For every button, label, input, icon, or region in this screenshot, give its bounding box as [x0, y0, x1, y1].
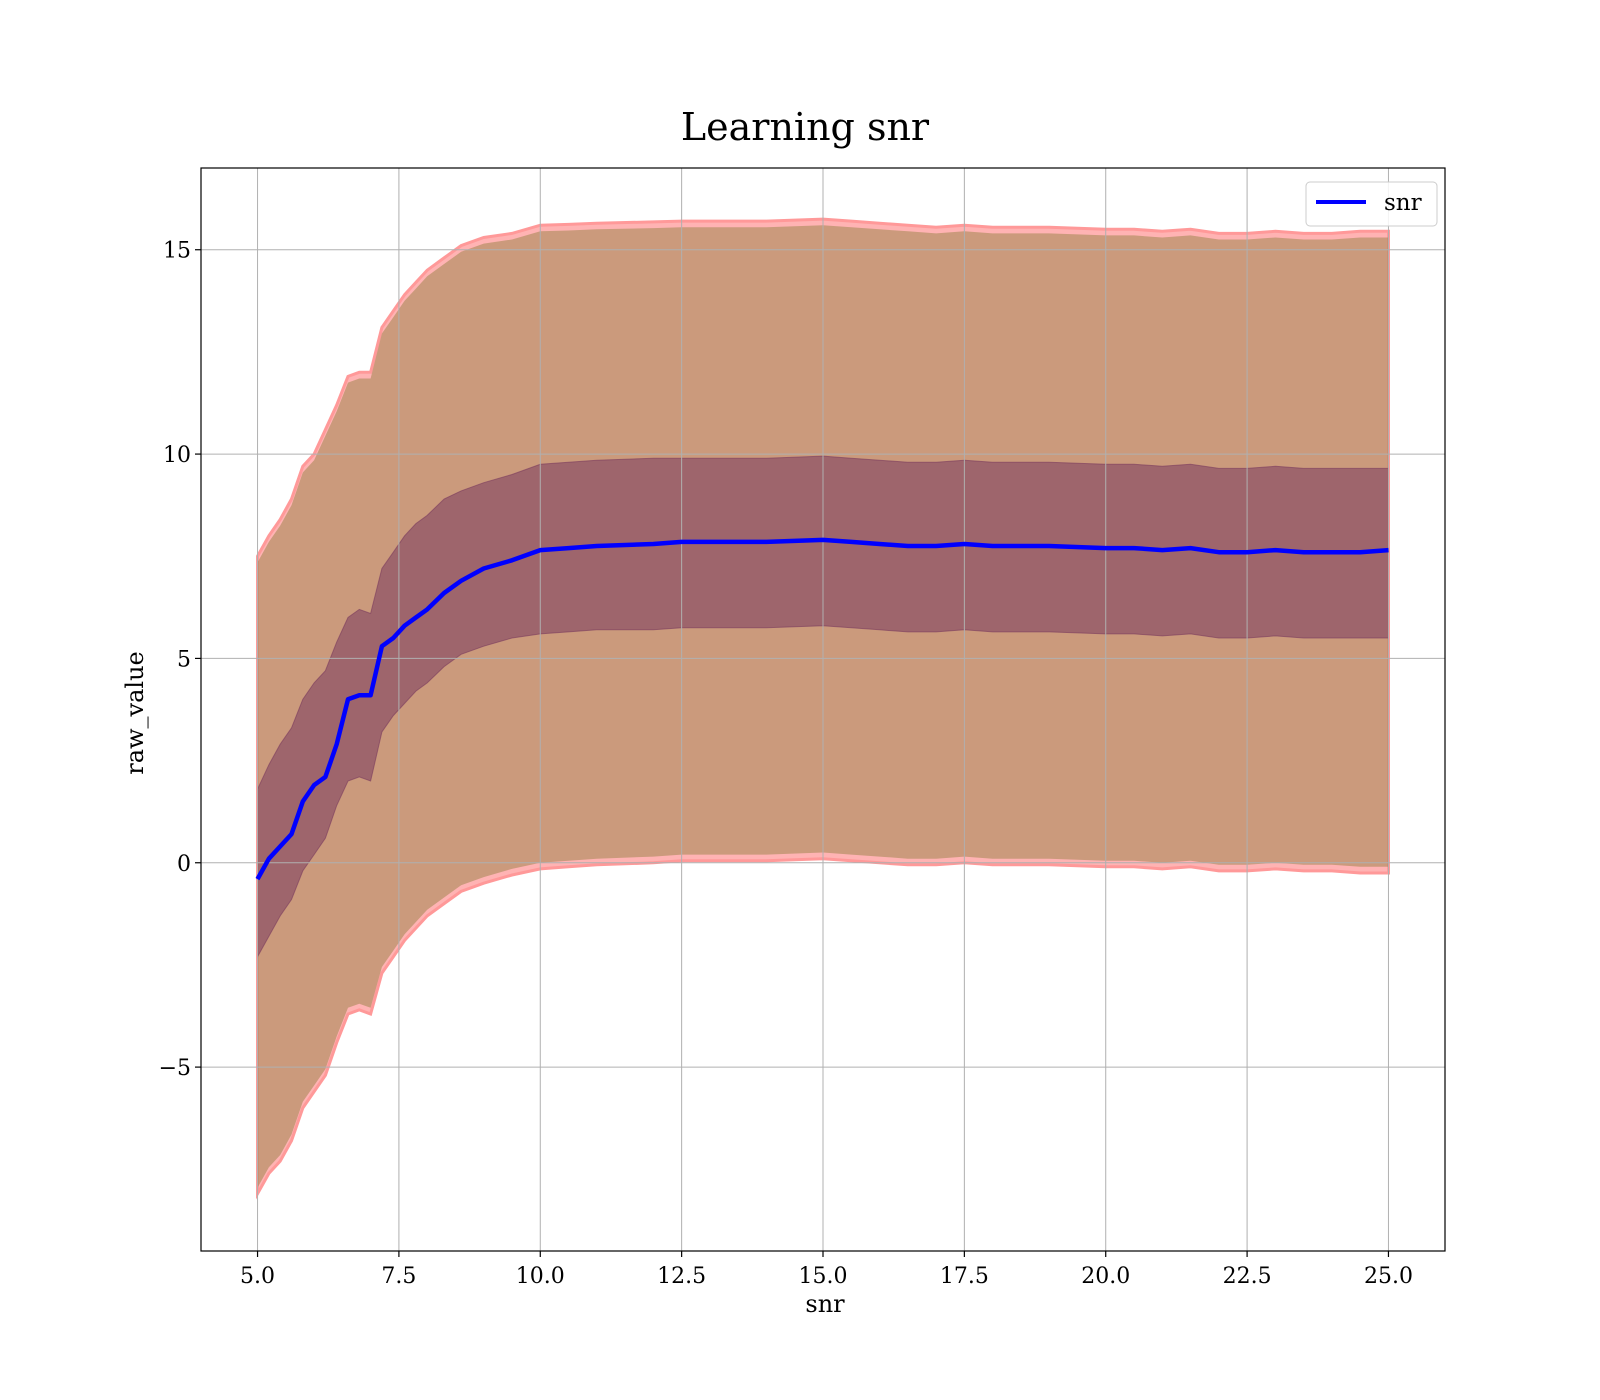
y-axis-ticks: −5 0 5 10 15	[159, 239, 201, 1081]
x-tick-label: 15.0	[799, 1264, 848, 1289]
grid	[201, 168, 1445, 1251]
lines	[255, 537, 1389, 881]
plot-area	[200, 167, 1446, 1252]
y-tick-label: −5	[159, 1056, 191, 1081]
legend-label-snr: snr	[1384, 190, 1422, 216]
y-tick-label: 15	[163, 239, 191, 264]
x-axis-label: snr	[805, 1290, 845, 1318]
series-line-snr	[255, 537, 1389, 881]
x-axis-ticks: 5.0 7.5 10.0 12.5 15.0 17.5 20.0 22.5 25.0	[240, 1251, 1413, 1289]
y-tick-label: 0	[177, 852, 191, 877]
legend: snr	[1305, 181, 1438, 227]
y-tick-label: 10	[163, 443, 191, 468]
x-tick-label: 12.5	[657, 1264, 706, 1289]
x-tick-label: 25.0	[1364, 1264, 1413, 1289]
x-tick-label: 20.0	[1081, 1264, 1130, 1289]
x-tick-label: 10.0	[516, 1264, 565, 1289]
legend-box	[1305, 181, 1438, 227]
chart-title: Learning snr	[681, 105, 930, 149]
x-tick-label: 22.5	[1223, 1264, 1272, 1289]
x-tick-label: 7.5	[381, 1264, 416, 1289]
y-tick-label: 5	[177, 647, 191, 672]
y-axis-label: raw_value	[121, 651, 149, 775]
x-tick-label: 5.0	[240, 1264, 275, 1289]
x-tick-label: 17.5	[940, 1264, 989, 1289]
